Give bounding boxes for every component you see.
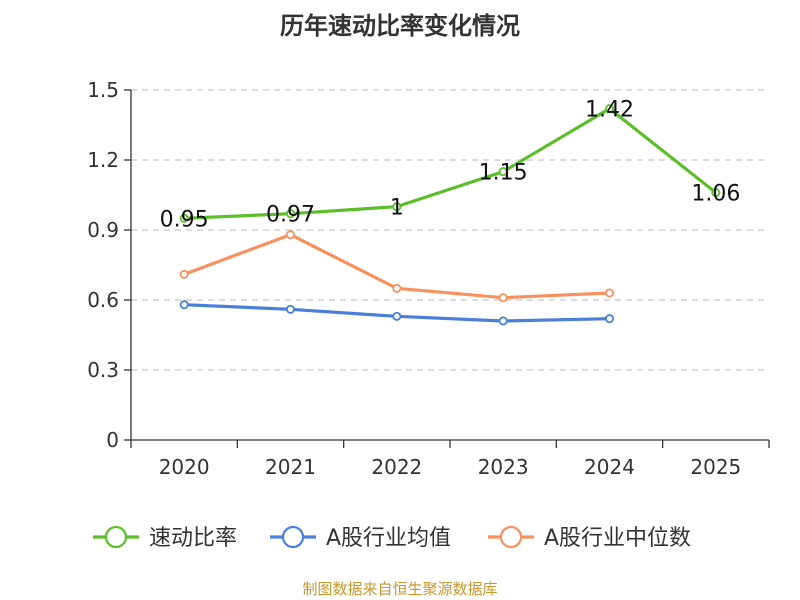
series-0-point <box>605 104 615 114</box>
legend-label: A股行业均值 <box>326 526 451 551</box>
series-1-point <box>392 311 402 321</box>
series-0-point <box>711 188 721 198</box>
series-2-point <box>605 288 615 298</box>
data-label: 1.06 <box>691 182 740 207</box>
legend-marker <box>104 525 128 549</box>
source-note: 制图数据来自恒生聚源数据库 <box>302 580 497 598</box>
legend-label: A股行业中位数 <box>544 526 691 551</box>
data-label: 0.97 <box>266 203 315 228</box>
x-tick-label: 2021 <box>265 455 316 479</box>
y-tick-label: 1.5 <box>87 78 119 102</box>
legend-marker <box>499 525 523 549</box>
x-tick-label: 2023 <box>478 455 529 479</box>
series-2-point <box>498 293 508 303</box>
x-tick-label: 2025 <box>690 455 741 479</box>
y-tick-label: 0 <box>106 428 119 452</box>
x-tick-label: 2020 <box>159 455 210 479</box>
series-1-point <box>179 300 189 310</box>
y-tick-label: 0.9 <box>87 218 119 242</box>
y-tick-label: 1.2 <box>87 148 119 172</box>
legend: 速动比率 A股行业均值 A股行业中位数 <box>93 525 691 551</box>
axes: 0 0.3 0.6 0.9 1.2 1.5 2020 2021 2022 2023 2024 2025 <box>87 78 770 479</box>
series-1-point <box>605 314 615 324</box>
data-label: 1 <box>390 196 404 221</box>
series-2-point <box>179 269 189 279</box>
data-label: 1.15 <box>479 161 528 186</box>
series-2-point <box>392 283 402 293</box>
grid <box>131 89 769 371</box>
series-2-point <box>285 230 295 240</box>
series-0-point <box>285 209 295 219</box>
series-0-point <box>179 213 189 223</box>
series-0-point <box>392 202 402 212</box>
series-1-point <box>498 316 508 326</box>
data-label: 0.95 <box>160 207 209 232</box>
data-label: 1.42 <box>585 98 634 123</box>
series-layer <box>179 104 721 326</box>
series-0-line <box>182 107 718 220</box>
x-tick-label: 2022 <box>371 455 422 479</box>
series-1-point <box>285 304 295 314</box>
chart-title: 历年速动比率变化情况 <box>280 12 520 40</box>
x-tick-label: 2024 <box>584 455 635 479</box>
y-tick-label: 0.6 <box>87 288 119 312</box>
series-0-point <box>498 167 508 177</box>
legend-marker <box>281 525 305 549</box>
legend-label: 速动比率 <box>149 526 237 551</box>
y-tick-label: 0.3 <box>87 358 119 382</box>
data-labels: 0.95 0.97 1 1.15 1.42 1.06 <box>160 98 741 233</box>
